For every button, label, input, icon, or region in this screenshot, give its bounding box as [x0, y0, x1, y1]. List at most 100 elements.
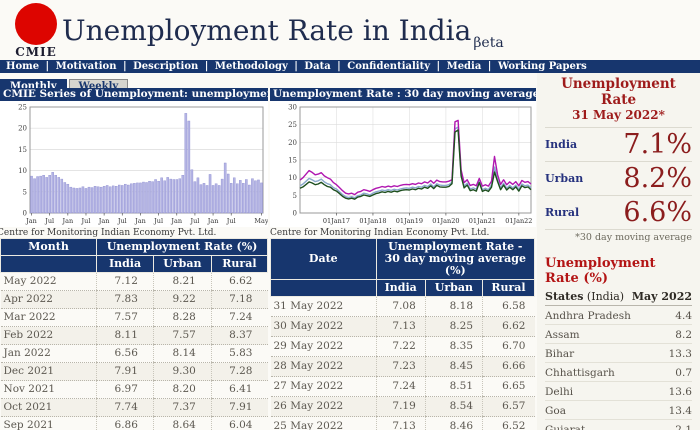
line-chart-panel: Unemployment Rate : 30 day moving averag… [270, 88, 536, 238]
row-value-cell: 7.91 [96, 362, 154, 381]
row-label-cell: 27 May 2022 [270, 376, 377, 397]
summary-label: Urban [545, 172, 584, 185]
table-row: Mar 2022 7.57 8.28 7.24 [0, 308, 268, 327]
page-title-text: Unemployment Rate in India [62, 14, 472, 47]
row-label-cell: Nov 2021 [0, 380, 97, 399]
table-subheader-urban: Urban [424, 279, 484, 297]
row-value-cell: 6.52 [482, 416, 535, 430]
state-value: 13.6 [668, 386, 692, 398]
frequency-tabs: Monthly Weekly [0, 74, 130, 94]
row-value-cell: 8.54 [424, 396, 483, 417]
state-name: Delhi [545, 386, 574, 398]
states-col-header: States (India) [545, 290, 624, 303]
state-value: 2.1 [675, 424, 692, 430]
nav-separator: | [484, 61, 495, 72]
svg-text:25: 25 [288, 121, 297, 129]
svg-text:May: May [254, 217, 268, 225]
svg-text:15: 15 [288, 157, 297, 165]
summary-value: 8.2% [623, 163, 692, 194]
table-row: Oct 2021 7.74 7.37 7.91 [0, 398, 268, 417]
svg-text:20: 20 [18, 125, 27, 133]
row-value-cell: 6.04 [210, 416, 268, 430]
nav-item-methodology[interactable]: Methodology [214, 61, 288, 72]
table-col1-header: Date [270, 238, 377, 280]
row-label-cell: 31 May 2022 [270, 296, 377, 317]
row-value-cell: 6.65 [482, 376, 535, 397]
row-value-cell: 8.18 [424, 296, 483, 317]
svg-text:15: 15 [18, 146, 27, 154]
state-value: 13.3 [668, 348, 692, 360]
row-value-cell: 8.25 [424, 316, 483, 337]
state-row: Gujarat 2.1 [545, 420, 692, 430]
row-label-cell: Dec 2021 [0, 362, 97, 381]
state-name: Bihar [545, 348, 575, 360]
summary-row-urban: Urban 8.2% [545, 161, 692, 195]
table-row: 28 May 2022 7.23 8.45 6.66 [270, 356, 535, 377]
state-value: 4.4 [675, 310, 692, 322]
table-row: 31 May 2022 7.08 8.18 6.58 [270, 296, 535, 317]
summary-footnote: *30 day moving average [545, 229, 692, 243]
uer-line-chart: 0 5 10 15 20 25 30 01Jan17 01Jan18 01Jan19 01Jan20… [270, 101, 536, 227]
bar-chart-title: CMIE Series of Unemployment: unemploymen… [0, 88, 268, 101]
page-header: CMIE Unemployment Rate in India βeta [0, 0, 700, 60]
page-title: Unemployment Rate in India βeta [62, 14, 504, 51]
nav-item-motivation[interactable]: Motivation [55, 61, 117, 72]
summary-value: 7.1% [623, 129, 692, 160]
table-row: Apr 2022 7.83 9.22 7.18 [0, 290, 268, 309]
row-value-cell: 6.57 [482, 396, 535, 417]
svg-text:0: 0 [293, 210, 297, 218]
daily-table: Date Unemployment Rate - 30 day moving av… [270, 238, 536, 430]
row-value-cell: 7.13 [375, 316, 426, 337]
row-value-cell: 8.28 [152, 308, 212, 327]
row-value-cell: 7.13 [375, 416, 426, 430]
svg-text:Jan: Jan [98, 217, 110, 225]
state-row: Chhattisgarh 0.7 [545, 363, 692, 382]
monthly-table: Month Unemployment Rate (%) India Urban Rura… [0, 238, 269, 430]
state-name: Goa [545, 405, 566, 417]
bar-chart-source: Centre for Monitoring Indian Economy Pvt… [0, 228, 217, 238]
svg-text:01Jan22: 01Jan22 [505, 217, 532, 225]
row-label-cell: 30 May 2022 [270, 316, 377, 337]
table-subheader-india: India [375, 279, 426, 297]
top-nav: Home | Motivation | Description | Method… [0, 60, 700, 73]
row-value-cell: 7.22 [375, 336, 426, 357]
state-value: 13.4 [668, 405, 692, 417]
table-subheader-india: India [96, 255, 154, 273]
row-value-cell: 7.24 [210, 308, 268, 327]
nav-item-data[interactable]: Data [304, 61, 331, 72]
table-col1-header: Month [0, 238, 98, 256]
nav-item-description[interactable]: Description [133, 61, 199, 72]
summary-value: 6.6% [623, 197, 692, 228]
row-value-cell: 8.37 [210, 326, 268, 345]
nav-item-home[interactable]: Home [6, 61, 40, 72]
state-row: Goa 13.4 [545, 401, 692, 420]
row-value-cell: 6.62 [210, 272, 268, 291]
table-group-header: Unemployment Rate (%) [96, 238, 268, 256]
row-value-cell: 7.37 [152, 398, 212, 417]
row-label-cell: 29 May 2022 [270, 336, 377, 357]
summary-date: 31 May 2022* [572, 108, 665, 122]
svg-text:20: 20 [288, 139, 297, 147]
cmie-logo[interactable]: CMIE [13, 3, 59, 59]
row-value-cell: 7.57 [96, 308, 154, 327]
row-value-cell: 8.64 [152, 416, 212, 430]
daily-table-wrap: Date Unemployment Rate - 30 day moving av… [270, 238, 536, 430]
nav-item-media[interactable]: Media [446, 61, 482, 72]
nav-item-confidentiality[interactable]: Confidentiality [347, 61, 431, 72]
svg-text:01Jan21: 01Jan21 [469, 217, 496, 225]
svg-text:Jan: Jan [25, 217, 37, 225]
nav-separator: | [433, 61, 444, 72]
row-value-cell: 6.58 [482, 296, 535, 317]
table-row: Sep 2021 6.86 8.64 6.04 [0, 416, 268, 430]
states-col-header-normal: (India) [583, 290, 625, 303]
table-row: 27 May 2022 7.24 8.51 6.65 [270, 376, 535, 397]
cmie-logo-text: CMIE [15, 45, 57, 59]
row-value-cell: 7.19 [375, 396, 426, 417]
table-row: Dec 2021 7.91 9.30 7.28 [0, 362, 268, 381]
table-row: 29 May 2022 7.22 8.35 6.70 [270, 336, 535, 357]
row-value-cell: 6.86 [96, 416, 154, 430]
svg-text:01Jan18: 01Jan18 [359, 217, 386, 225]
nav-item-working-papers[interactable]: Working Papers [497, 61, 587, 72]
row-value-cell: 7.57 [152, 326, 212, 345]
row-label-cell: 25 May 2022 [270, 416, 377, 430]
